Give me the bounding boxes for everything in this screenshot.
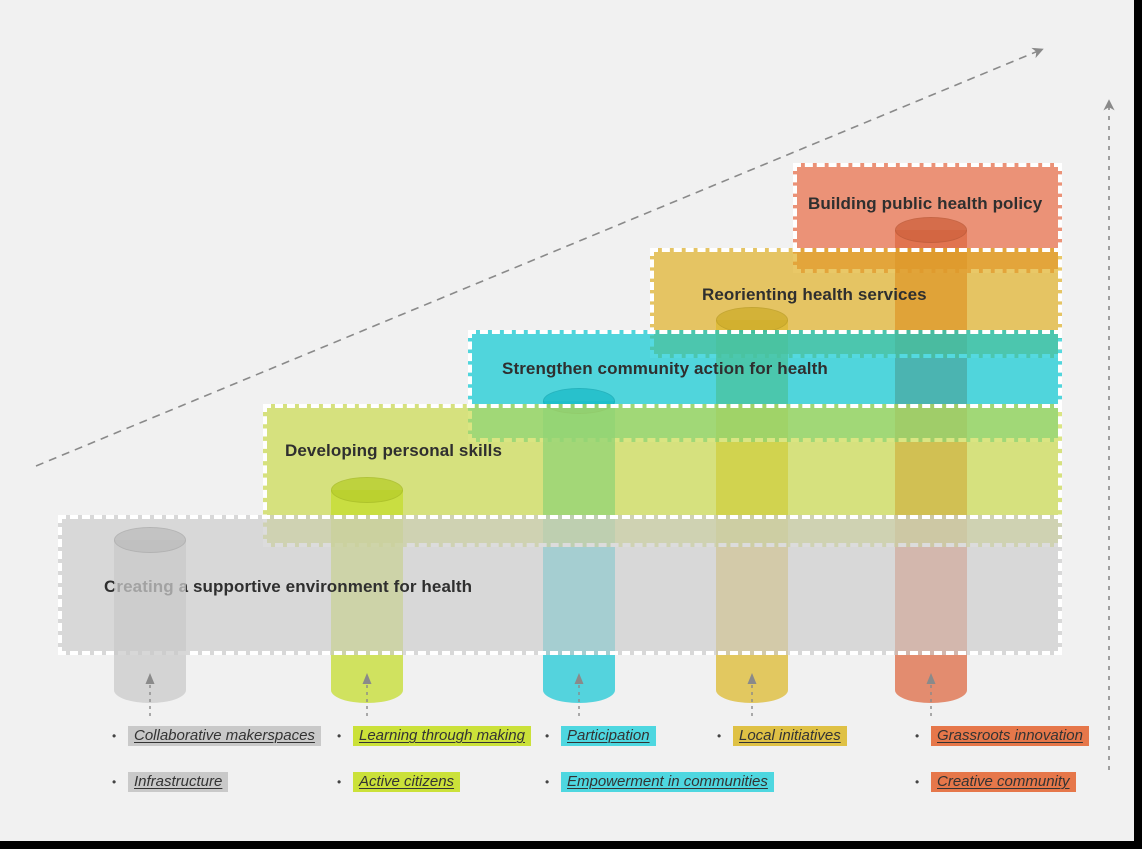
band-supportive-environment: Creating a supportive environment for he… bbox=[58, 515, 1062, 655]
list-item: • Active citizens bbox=[337, 770, 531, 794]
notes-community-action: • Participation • Empowerment in communi… bbox=[545, 724, 774, 816]
list-item: • Empowerment in communities bbox=[545, 770, 774, 794]
band-label: Developing personal skills bbox=[285, 441, 503, 460]
list-item: • Collaborative makerspaces bbox=[112, 724, 321, 748]
note-chip: Creative community bbox=[931, 772, 1076, 792]
note-chip: Participation bbox=[561, 726, 656, 746]
bullet-icon: • bbox=[915, 775, 920, 789]
column-body bbox=[114, 540, 186, 703]
bullet-icon: • bbox=[717, 729, 722, 743]
list-item: • Infrastructure bbox=[112, 770, 321, 794]
bullet-icon: • bbox=[915, 729, 920, 743]
bullet-icon: • bbox=[545, 729, 550, 743]
column-cap bbox=[331, 477, 403, 503]
band-label: Strengthen community action for health bbox=[502, 359, 828, 378]
band-label: Building public health policy bbox=[808, 194, 1043, 213]
frame-bottom-edge bbox=[0, 841, 1142, 849]
note-chip: Local initiatives bbox=[733, 726, 847, 746]
notes-public-policy: • Grassroots innovation • Creative commu… bbox=[915, 724, 1089, 816]
list-item: • Creative community bbox=[915, 770, 1089, 794]
notes-personal-skills: • Learning through making • Active citiz… bbox=[337, 724, 531, 816]
frame-right-edge bbox=[1134, 0, 1142, 849]
note-chip: Infrastructure bbox=[128, 772, 229, 792]
note-chip: Empowerment in communities bbox=[561, 772, 774, 792]
list-item: • Local initiatives bbox=[717, 724, 847, 748]
note-chip: Collaborative makerspaces bbox=[128, 726, 321, 746]
note-chip: Grassroots innovation bbox=[931, 726, 1089, 746]
list-item: • Learning through making bbox=[337, 724, 531, 748]
bullet-icon: • bbox=[112, 729, 117, 743]
notes-health-services: • Local initiatives bbox=[717, 724, 847, 770]
note-chip: Active citizens bbox=[353, 772, 461, 792]
bullet-icon: • bbox=[337, 729, 342, 743]
bullet-icon: • bbox=[112, 775, 117, 789]
list-item: • Grassroots innovation bbox=[915, 724, 1089, 748]
bullet-icon: • bbox=[545, 775, 550, 789]
band-label: Creating a supportive environment for he… bbox=[104, 577, 473, 596]
band-label: Reorienting health services bbox=[702, 285, 927, 304]
column-cap bbox=[895, 217, 967, 243]
bullet-icon: • bbox=[337, 775, 342, 789]
notes-supportive-environment: • Collaborative makerspaces • Infrastruc… bbox=[112, 724, 321, 816]
list-item: • Participation bbox=[545, 724, 774, 748]
column-cap bbox=[114, 527, 186, 553]
note-chip: Learning through making bbox=[353, 726, 531, 746]
